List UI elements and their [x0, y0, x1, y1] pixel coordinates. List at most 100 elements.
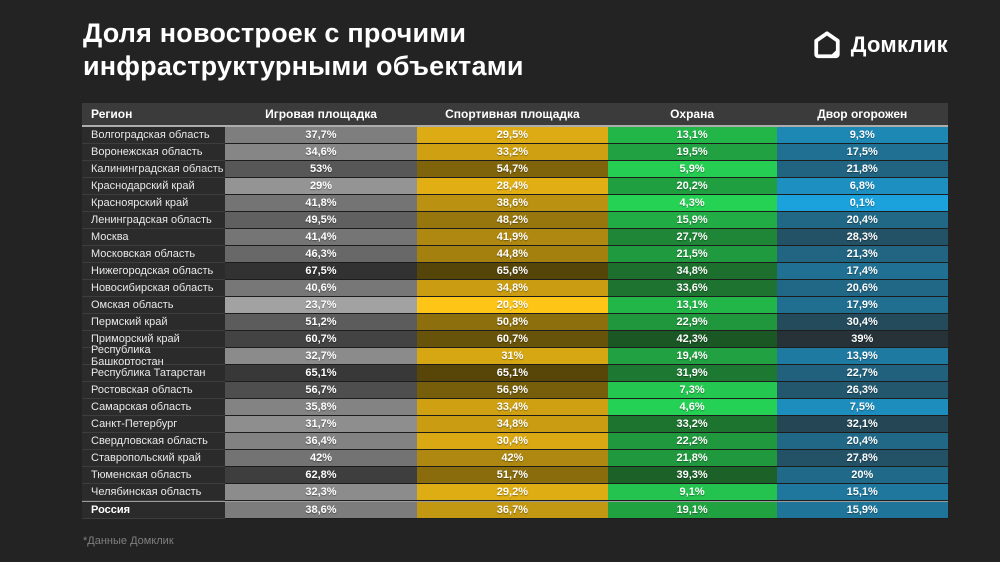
region-cell: Новосибирская область [82, 280, 225, 297]
value-cell-fence-blue: 26,3% [776, 382, 948, 399]
table-row: Санкт-Петербург 31,7% 34,8% 33,2% 32,1% [82, 416, 948, 433]
column-header-1: Игровая площадка [265, 107, 377, 121]
region-cell: Челябинская область [82, 484, 225, 501]
region-cell: Россия [82, 502, 225, 519]
value-cell-security-green: 31,9% [607, 365, 777, 382]
value-cell-sports-yellow: 44,8% [417, 246, 608, 263]
value-cell-playground-gray: 53% [224, 161, 418, 178]
table-row: Московская область 46,3% 44,8% 21,5% 21,3% [82, 246, 948, 263]
region-cell: Красноярский край [82, 195, 225, 212]
value-cell-playground-gray: 41,4% [224, 229, 418, 246]
value-cell-security-green: 4,6% [607, 399, 777, 416]
value-cell-sports-yellow: 34,8% [417, 280, 608, 297]
value-cell-playground-gray: 31,7% [224, 416, 418, 433]
region-cell: Тюменская область [82, 467, 225, 484]
value-cell-fence-blue: 39% [776, 331, 948, 348]
value-cell-sports-yellow: 36,7% [417, 502, 608, 519]
value-cell-fence-blue: 17,5% [776, 144, 948, 161]
table-row: Приморский край 60,7% 60,7% 42,3% 39% [82, 331, 948, 348]
value-cell-security-green: 19,5% [607, 144, 777, 161]
value-cell-playground-gray: 35,8% [224, 399, 418, 416]
domclick-logo: Домклик [812, 30, 948, 60]
value-cell-sports-yellow: 65,1% [417, 365, 608, 382]
table-row: Республика Башкортостан 32,7% 31% 19,4% 13,9… [82, 344, 948, 368]
value-cell-fence-blue: 32,1% [776, 416, 948, 433]
region-cell: Санкт-Петербург [82, 416, 225, 433]
table-row: Республика Татарстан 65,1% 65,1% 31,9% 22,7% [82, 365, 948, 382]
value-cell-fence-blue: 15,9% [776, 502, 948, 519]
page-title: Доля новостроек с прочими инфраструктурны… [83, 17, 524, 83]
value-cell-security-green: 5,9% [607, 161, 777, 178]
value-cell-fence-blue: 20% [776, 467, 948, 484]
region-cell: Омская область [82, 297, 225, 314]
table-row: Москва 41,4% 41,9% 27,7% 28,3% [82, 229, 948, 246]
value-cell-security-green: 7,3% [607, 382, 777, 399]
value-cell-fence-blue: 21,8% [776, 161, 948, 178]
value-cell-fence-blue: 0,1% [776, 195, 948, 212]
value-cell-playground-gray: 65,1% [224, 365, 418, 382]
region-cell: Калининградская область [82, 161, 225, 178]
value-cell-security-green: 21,8% [607, 450, 777, 467]
value-cell-fence-blue: 22,7% [776, 365, 948, 382]
value-cell-security-green: 13,1% [607, 297, 777, 314]
table-row-total: Россия 38,6% 36,7% 19,1% 15,9% [82, 501, 948, 519]
value-cell-sports-yellow: 33,4% [417, 399, 608, 416]
value-cell-security-green: 33,2% [607, 416, 777, 433]
value-cell-security-green: 20,2% [607, 178, 777, 195]
value-cell-sports-yellow: 65,6% [417, 263, 608, 280]
value-cell-security-green: 21,5% [607, 246, 777, 263]
title-line-2: инфраструктурными объектами [83, 50, 524, 81]
value-cell-playground-gray: 32,7% [224, 348, 418, 365]
value-cell-sports-yellow: 51,7% [417, 467, 608, 484]
table-row: Свердловская область 36,4% 30,4% 22,2% 20,4% [82, 433, 948, 450]
value-cell-playground-gray: 23,7% [224, 297, 418, 314]
value-cell-playground-gray: 49,5% [224, 212, 418, 229]
table-body: Волгоградская область 37,7% 29,5% 13,1% 9,3%… [82, 127, 948, 519]
value-cell-fence-blue: 20,4% [776, 433, 948, 450]
table-header-row: Регион Игровая площадка Спортивная площадк… [82, 103, 948, 127]
table-row: Самарская область 35,8% 33,4% 4,6% 7,5% [82, 399, 948, 416]
value-cell-fence-blue: 15,1% [776, 484, 948, 501]
region-cell: Нижегородская область [82, 263, 225, 280]
value-cell-playground-gray: 32,3% [224, 484, 418, 501]
value-cell-security-green: 9,1% [607, 484, 777, 501]
region-cell: Ростовская область [82, 382, 225, 399]
column-header-3: Охрана [670, 107, 715, 121]
value-cell-playground-gray: 46,3% [224, 246, 418, 263]
region-cell: Воронежская область [82, 144, 225, 161]
value-cell-security-green: 39,3% [607, 467, 777, 484]
table-row: Пермский край 51,2% 50,8% 22,9% 30,4% [82, 314, 948, 331]
value-cell-sports-yellow: 56,9% [417, 382, 608, 399]
logo-text: Домклик [850, 32, 948, 57]
region-cell: Самарская область [82, 399, 225, 416]
region-cell: Московская область [82, 246, 225, 263]
value-cell-sports-yellow: 28,4% [417, 178, 608, 195]
table-row: Ростовская область 56,7% 56,9% 7,3% 26,3% [82, 382, 948, 399]
value-cell-sports-yellow: 50,8% [417, 314, 608, 331]
table-row: Краснодарский край 29% 28,4% 20,2% 6,8% [82, 178, 948, 195]
value-cell-playground-gray: 67,5% [224, 263, 418, 280]
table-row: Ленинградская область 49,5% 48,2% 15,9% 20,4… [82, 212, 948, 229]
infrastructure-table: Регион Игровая площадка Спортивная площадк… [82, 103, 948, 519]
value-cell-fence-blue: 30,4% [776, 314, 948, 331]
domclick-house-icon [812, 30, 842, 60]
region-cell: Свердловская область [82, 433, 225, 450]
value-cell-playground-gray: 36,4% [224, 433, 418, 450]
value-cell-sports-yellow: 29,2% [417, 484, 608, 501]
table-row: Нижегородская область 67,5% 65,6% 34,8% 17,4… [82, 263, 948, 280]
value-cell-sports-yellow: 33,2% [417, 144, 608, 161]
table-row: Омская область 23,7% 20,3% 13,1% 17,9% [82, 297, 948, 314]
region-cell: Краснодарский край [82, 178, 225, 195]
value-cell-security-green: 15,9% [607, 212, 777, 229]
value-cell-playground-gray: 60,7% [224, 331, 418, 348]
value-cell-sports-yellow: 34,8% [417, 416, 608, 433]
table-row: Ставропольский край 42% 42% 21,8% 27,8% [82, 450, 948, 467]
column-header-2: Спортивная площадка [445, 107, 580, 121]
value-cell-security-green: 22,2% [607, 433, 777, 450]
value-cell-playground-gray: 41,8% [224, 195, 418, 212]
region-cell: Ленинградская область [82, 212, 225, 229]
value-cell-security-green: 19,1% [607, 502, 777, 519]
value-cell-fence-blue: 6,8% [776, 178, 948, 195]
value-cell-playground-gray: 38,6% [224, 502, 418, 519]
